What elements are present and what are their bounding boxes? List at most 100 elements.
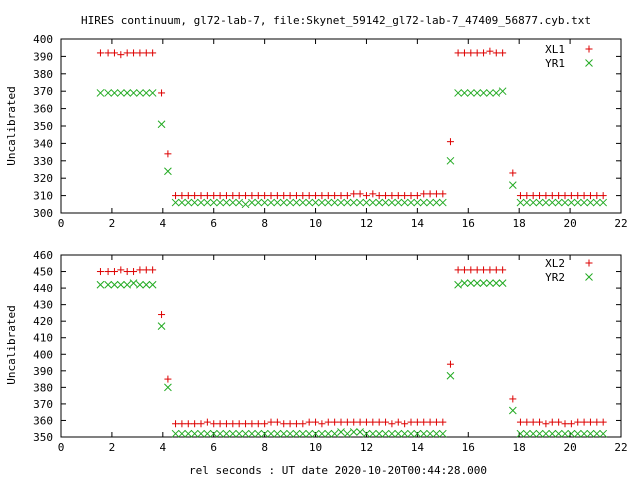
- data-point-yr1: [567, 198, 576, 207]
- data-point-xl2: [375, 418, 383, 426]
- data-point-yr2: [426, 429, 434, 438]
- x-tick-label: 20: [563, 217, 576, 230]
- x-tick-label: 6: [210, 441, 217, 454]
- data-point-yr1-d2: [368, 198, 377, 207]
- data-point-xl2: [420, 418, 428, 426]
- data-point-yr1: [254, 198, 263, 207]
- data-point-yr2-d2: [419, 429, 428, 438]
- data-point-xl2: [229, 420, 237, 428]
- data-point-yr2: [318, 429, 326, 438]
- data-point-xl1: [499, 49, 507, 57]
- data-point-yr1: [460, 89, 469, 97]
- data-point-yr2-d2: [479, 279, 488, 287]
- data-point-yr1-d2: [203, 198, 212, 207]
- data-point-yr2: [305, 429, 314, 438]
- data-point-yr1-d2: [222, 198, 231, 207]
- data-point-yr2-d2: [375, 429, 384, 438]
- data-point-yr1: [136, 89, 144, 97]
- data-point-yr1: [368, 198, 377, 207]
- data-point-yr2: [592, 429, 601, 438]
- data-point-yr2-d2: [311, 429, 320, 438]
- data-point-xl2: [480, 266, 488, 274]
- x-tick-label: 10: [309, 217, 322, 230]
- data-point-xl2: [318, 420, 326, 428]
- top-y-axis-label: Uncalibrated: [5, 86, 18, 165]
- data-point-yr1: [292, 198, 301, 207]
- data-point-yr2: [116, 280, 125, 289]
- data-point-xl2: [191, 420, 199, 428]
- data-point-yr1-d2: [260, 198, 269, 207]
- data-point-yr2-d2: [400, 429, 409, 438]
- data-point-yr2-d2: [248, 429, 256, 438]
- data-point-yr2-d2: [203, 429, 212, 438]
- data-point-yr2: [466, 279, 475, 287]
- chart-title: HIRES continuum, gl72-lab-7, file:Skynet…: [81, 14, 591, 27]
- data-point-xl1: [318, 192, 326, 200]
- data-point-xl2: [407, 418, 415, 426]
- data-point-xl1: [149, 49, 157, 57]
- data-point-xl2: [486, 266, 494, 274]
- data-point-xl1: [343, 192, 351, 200]
- data-point-yr2-d2: [157, 322, 166, 330]
- data-point-xl1: [492, 49, 500, 57]
- y-tick-label: 440: [33, 282, 53, 295]
- data-point-xl2: [542, 420, 550, 428]
- legend-yr2-marker: [585, 273, 593, 281]
- data-point-yr1: [330, 198, 339, 207]
- y-tick-label: 350: [33, 120, 53, 133]
- data-point-yr1-d2: [318, 198, 326, 207]
- data-point-yr1: [157, 120, 166, 129]
- data-point-yr1: [432, 198, 441, 207]
- data-point-yr1-d2: [486, 89, 494, 97]
- data-point-yr2-d2: [123, 280, 132, 289]
- data-point-yr1-d2: [508, 181, 517, 190]
- x-axis-label: rel seconds : UT date 2020-10-20T00:44:2…: [189, 464, 487, 477]
- data-point-yr1: [508, 181, 517, 190]
- data-point-yr2: [337, 428, 345, 436]
- x-tick-label: 0: [58, 217, 65, 230]
- data-point-yr2-d2: [142, 280, 151, 289]
- data-point-xl1: [420, 190, 428, 198]
- data-point-yr1: [492, 89, 501, 97]
- data-point-yr2: [184, 429, 193, 438]
- data-point-xl1: [407, 192, 415, 200]
- data-point-xl1: [235, 192, 243, 200]
- data-point-yr1-d2: [419, 198, 428, 207]
- data-point-xl1: [286, 192, 294, 200]
- data-point-xl2: [567, 420, 575, 428]
- data-point-xl1: [382, 192, 390, 200]
- x-tick-label: 20: [563, 441, 576, 454]
- data-point-xl1: [536, 192, 544, 200]
- data-point-xl1: [130, 49, 138, 57]
- data-point-xl2: [216, 420, 224, 428]
- data-point-xl1: [254, 192, 262, 200]
- data-point-xl2: [413, 418, 421, 426]
- data-point-yr2: [394, 429, 403, 438]
- data-point-yr1-d2: [356, 198, 364, 207]
- data-point-yr2: [267, 429, 275, 438]
- data-point-yr1: [592, 198, 601, 207]
- data-point-yr1-d2: [388, 198, 396, 207]
- plot-frame-1: [60, 254, 622, 438]
- data-point-yr2-d2: [324, 429, 333, 438]
- data-point-yr1: [148, 89, 157, 97]
- data-point-yr1-d2: [516, 198, 525, 207]
- data-point-yr2-d2: [542, 429, 550, 438]
- y-tick-label: 390: [33, 365, 53, 378]
- data-point-yr1-d2: [248, 198, 256, 207]
- data-point-yr1-d2: [178, 198, 186, 207]
- data-point-yr1-d2: [190, 198, 199, 207]
- data-point-yr1-d2: [580, 198, 588, 207]
- data-point-xl1: [486, 47, 494, 55]
- data-point-yr2: [286, 429, 294, 438]
- data-point-yr2: [235, 429, 244, 438]
- data-point-xl1: [388, 192, 396, 200]
- data-point-xl2: [580, 418, 588, 426]
- data-point-xl2: [467, 266, 475, 274]
- x-tick-label: 12: [360, 217, 373, 230]
- data-point-yr2: [222, 429, 231, 438]
- data-point-xl1: [567, 192, 575, 200]
- data-point-yr2-d2: [381, 429, 390, 438]
- data-point-yr2-d2: [368, 429, 377, 438]
- data-point-yr1: [228, 198, 237, 207]
